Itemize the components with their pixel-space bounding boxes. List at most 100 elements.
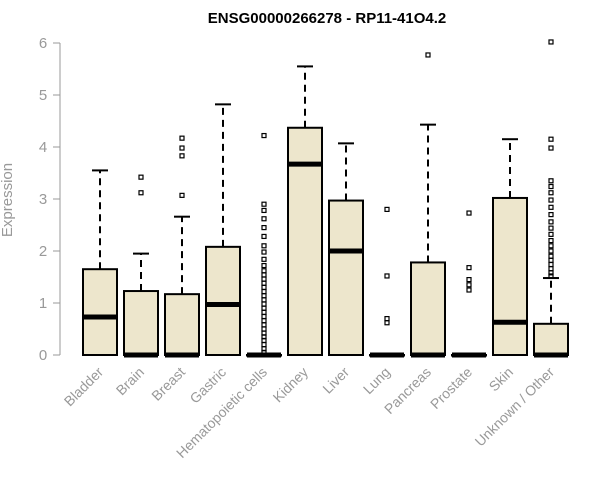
outlier-4-28 [261,207,267,214]
outlier-4-25 [261,233,267,240]
outlier-4-26 [261,225,267,231]
outlier-2-3 [179,135,185,141]
y-tick-label-2: 2 [39,243,47,260]
outlier-11-17 [548,178,554,184]
x-tick-label-5: Kidney [270,364,312,406]
outlier-11-7 [548,243,554,249]
outlier-4-14 [261,293,267,299]
outlier-4-30 [261,132,267,139]
box-4 [246,132,282,358]
outlier-4-21 [261,262,267,269]
outlier-11-3 [548,261,554,268]
y-tick-label-0: 0 [39,347,47,364]
outlier-11-0 [548,273,554,279]
box-rect-2 [164,293,200,357]
box-rect-6 [328,199,364,356]
y-axis-label: Expression [0,163,16,237]
outlier-9-3 [466,265,472,271]
box-11 [533,39,569,358]
outlier-2-0 [179,192,185,198]
outlier-9-1 [466,282,472,288]
outlier-4-10 [261,309,267,315]
box-rect-11 [533,322,569,356]
outlier-4-13 [261,297,267,303]
outlier-4-24 [261,243,267,249]
box-rect-3 [205,245,241,356]
x-tick-label-6: Liver [319,364,352,397]
box-3 [205,103,241,356]
outlier-11-9 [548,231,554,237]
outlier-11-20 [548,39,554,45]
box-5 [287,65,323,357]
outlier-11-2 [548,266,554,272]
chart-title: ENSG00000266278 - RP11-41O4.2 [208,10,447,27]
outlier-9-4 [466,210,472,216]
outlier-11-13 [548,204,554,210]
x-tick-label-7: Lung [360,364,393,397]
y-tick-label-4: 4 [39,139,47,156]
outlier-1-0 [138,190,144,196]
outlier-4-22 [261,256,267,262]
outlier-4-23 [261,249,267,255]
outlier-7-2 [384,273,390,279]
outlier-11-4 [548,257,554,263]
outlier-4-7 [261,322,267,328]
outlier-4-19 [261,272,267,278]
outlier-11-15 [548,190,554,196]
outlier-11-11 [548,219,554,225]
outlier-4-27 [261,216,267,222]
outlier-2-1 [179,153,185,159]
box-9 [451,210,487,358]
outlier-4-8 [261,318,267,324]
box-1 [123,174,159,358]
outlier-11-12 [548,212,554,218]
outlier-4-15 [261,288,267,295]
box-rect-10 [492,196,528,356]
outlier-4-11 [261,305,267,311]
outlier-4-17 [261,280,267,286]
outlier-1-1 [138,174,144,180]
outlier-2-2 [179,145,185,151]
outlier-4-9 [261,313,267,320]
box-rect-8 [410,261,446,356]
outlier-9-0 [466,287,472,293]
outlier-4-12 [261,301,267,307]
outlier-7-1 [384,316,390,322]
outlier-11-8 [548,238,554,244]
outlier-4-18 [261,276,267,282]
box-rect-1 [123,290,159,357]
outlier-11-18 [548,145,554,151]
y-tick-label-3: 3 [39,191,47,208]
x-tick-label-9: Prostate [427,364,475,412]
box-2 [164,135,200,358]
y-tick-label-5: 5 [39,87,47,104]
outlier-4-16 [261,284,267,290]
outlier-7-3 [384,206,390,212]
outlier-4-2 [261,342,267,348]
box-0 [82,169,118,357]
outlier-9-2 [466,277,472,283]
y-axis: 0 1 2 3 4 5 6 [39,35,61,364]
outlier-11-5 [548,253,554,259]
box-10 [492,138,528,356]
x-tick-label-2: Breast [148,364,188,404]
outlier-11-14 [548,197,554,203]
outlier-11-16 [548,183,554,190]
outlier-4-20 [261,268,267,274]
outlier-11-19 [548,136,554,142]
box-8 [410,52,446,358]
x-tick-label-0: Bladder [61,364,107,410]
x-tick-label-1: Brain [113,364,147,398]
box-6 [328,142,364,356]
box-rect-0 [82,268,118,357]
y-tick-label-1: 1 [39,295,47,312]
outlier-11-6 [548,248,554,254]
x-tick-label-10: Skin [486,364,517,395]
boxes [82,39,569,358]
outlier-8-0 [425,52,431,58]
y-tick-label-6: 6 [39,35,47,52]
outlier-4-29 [261,201,267,207]
box-7 [369,206,405,358]
